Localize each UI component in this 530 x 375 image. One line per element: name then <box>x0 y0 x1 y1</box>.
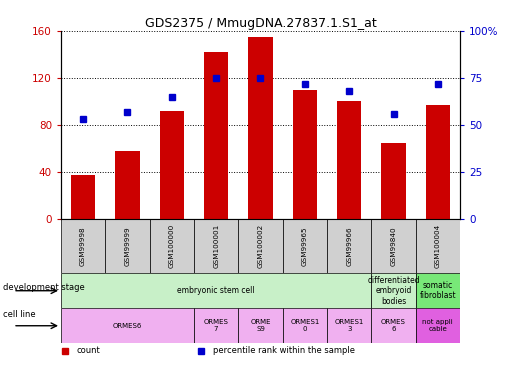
Text: ORMES
7: ORMES 7 <box>204 319 228 332</box>
Text: GSM100000: GSM100000 <box>169 224 175 268</box>
Text: GSM100002: GSM100002 <box>258 224 263 268</box>
Text: GSM100001: GSM100001 <box>213 224 219 268</box>
Bar <box>426 105 450 219</box>
Bar <box>337 102 361 219</box>
Text: not appli
cable: not appli cable <box>422 319 453 332</box>
Bar <box>61 273 372 308</box>
Text: GSM99998: GSM99998 <box>80 226 86 266</box>
Bar <box>194 219 238 273</box>
Bar <box>238 219 282 273</box>
Text: GSM99966: GSM99966 <box>346 226 352 266</box>
Text: ORMES
6: ORMES 6 <box>381 319 406 332</box>
Text: embryonic stem cell: embryonic stem cell <box>178 286 255 295</box>
Bar <box>416 308 460 343</box>
Text: differentiated
embryoid
bodies: differentiated embryoid bodies <box>367 276 420 306</box>
Text: ORMES6: ORMES6 <box>113 323 142 329</box>
Bar <box>381 143 406 219</box>
Bar <box>115 151 140 219</box>
Bar <box>372 308 416 343</box>
Bar <box>327 308 372 343</box>
Bar <box>61 308 194 343</box>
Text: GSM99840: GSM99840 <box>391 226 396 266</box>
Text: cell line: cell line <box>3 310 36 319</box>
Bar <box>416 273 460 308</box>
Bar <box>149 219 194 273</box>
Bar <box>293 90 317 219</box>
Text: development stage: development stage <box>3 284 84 292</box>
Text: percentile rank within the sample: percentile rank within the sample <box>213 346 355 355</box>
Bar <box>372 273 416 308</box>
Text: GSM100004: GSM100004 <box>435 224 441 268</box>
Text: ORMES1
0: ORMES1 0 <box>290 319 320 332</box>
Bar <box>282 219 327 273</box>
Bar <box>71 174 95 219</box>
Text: count: count <box>77 346 101 355</box>
Text: ORME
S9: ORME S9 <box>250 319 271 332</box>
Bar <box>61 219 105 273</box>
Text: GSM99999: GSM99999 <box>125 226 130 266</box>
Text: somatic
fibroblast: somatic fibroblast <box>420 281 456 300</box>
Bar <box>327 219 372 273</box>
Bar <box>372 219 416 273</box>
Text: ORMES1
3: ORMES1 3 <box>334 319 364 332</box>
Bar <box>282 308 327 343</box>
Bar <box>204 52 228 219</box>
Bar <box>416 219 460 273</box>
Bar <box>105 219 149 273</box>
Text: GSM99965: GSM99965 <box>302 226 308 266</box>
Bar <box>160 111 184 219</box>
Bar <box>248 37 273 219</box>
Title: GDS2375 / MmugDNA.27837.1.S1_at: GDS2375 / MmugDNA.27837.1.S1_at <box>145 16 376 30</box>
Bar <box>238 308 282 343</box>
Bar <box>194 308 238 343</box>
